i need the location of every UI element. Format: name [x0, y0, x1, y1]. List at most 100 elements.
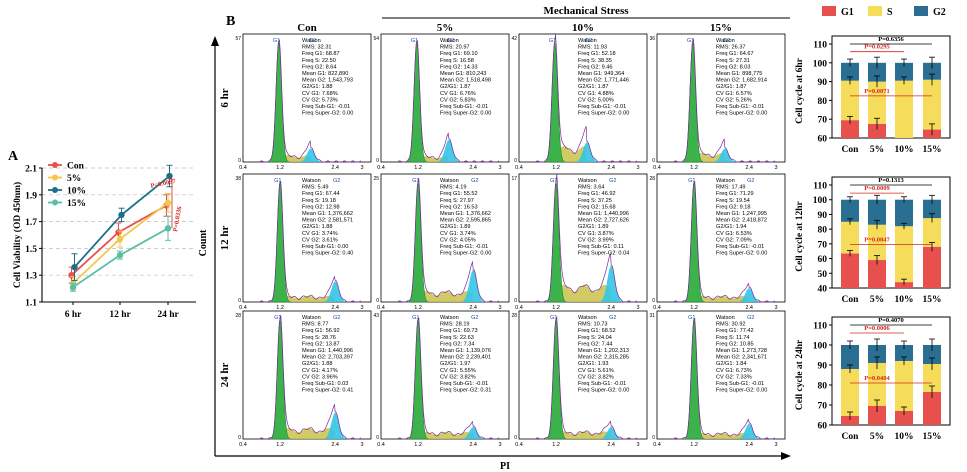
stats-line: Freq Super-G2: 0.00 [440, 111, 491, 117]
stats-line: Freq Sub-G1: 0.03 [302, 381, 348, 387]
histogram-g2-peak [324, 281, 346, 302]
stats-line: Freq S: 28.76 [302, 335, 336, 341]
cell-cycle-chart-cc6: 60 70 80 90 100 110 Cell cycle at 6hr Con 5% 10% 1… [795, 35, 951, 155]
stats-line: Freq Super-G2: 0.00 [578, 388, 629, 394]
x-tick-label: 0.4 [239, 305, 247, 311]
y-min-label: 0 [376, 158, 379, 164]
bar-segment-G2 [841, 62, 859, 81]
stats-line: Freq G2: 9.18 [716, 204, 751, 210]
stats-line: Freq Super-G2: 0.00 [716, 388, 767, 394]
annotation-p-value: P=0.0071 [864, 88, 890, 95]
stats-line: G2/G1: 1.88 [302, 361, 332, 367]
peak-label-g1: G1 [274, 315, 281, 321]
data-point [68, 272, 75, 279]
stats-line: Mean G1: 1,247,995 [716, 211, 767, 217]
stats-line: Mean G2: 2,341,671 [716, 355, 767, 361]
x-tick-label: 3 [361, 165, 364, 171]
stats-line: Watson [440, 315, 459, 321]
y-max-label: 38 [235, 176, 241, 182]
x-tick-label: 1.2 [276, 305, 284, 311]
y-axis-label-count: Count [198, 229, 209, 256]
legend-label: S [887, 7, 893, 18]
stats-line: Watson [302, 38, 321, 44]
x-tick-label: 5% [870, 295, 884, 305]
histogram-g2-peak [300, 148, 322, 162]
stats-line: CV G2: 5.73% [302, 97, 338, 103]
stats-line: Freq Super-G2: 0.04 [578, 251, 629, 257]
peak-label-g2: G2 [747, 315, 754, 321]
y-tick-label: 70 [818, 402, 828, 412]
x-tick-label: 1.2 [414, 442, 422, 448]
stats-line: Freq S: 11.74 [716, 335, 749, 341]
x-tick-label: 1.2 [414, 305, 422, 311]
y-tick-label: 90 [818, 211, 828, 221]
y-tick-label: 60 [818, 135, 828, 145]
legend-label: Con [67, 162, 85, 172]
peak-label-g1: G1 [411, 38, 418, 44]
bar-segment-G2 [895, 345, 913, 361]
stats-line: Freq G2: 7.44 [578, 341, 613, 347]
x-tick-label: 2.4 [607, 442, 615, 448]
stats-line: Freq G1: 77.42 [716, 328, 754, 334]
histogram-frame [380, 173, 510, 303]
bar-segment-G1 [841, 120, 859, 138]
histogram-fit-line [396, 40, 499, 163]
x-tick-label: 1.2 [690, 165, 698, 171]
stats-line: Freq G2: 7.34 [440, 341, 475, 347]
stats-line: G2/G1: 1.84 [716, 361, 746, 367]
data-point [115, 229, 122, 236]
histogram-g2-peak [714, 148, 736, 162]
stats-line: Freq Sub-G1: -0.01 [440, 104, 488, 110]
x-tick-label: 1.2 [552, 442, 560, 448]
stats-line: RMS: 10.73 [578, 322, 608, 328]
y-tick-label: 80 [818, 382, 828, 392]
stats-line: Freq Sub-G1: -0.01 [578, 104, 626, 110]
bar-segment-G2 [841, 199, 859, 222]
histogram-s-phase [556, 431, 612, 439]
stats-line: CV G2: 7.33% [716, 374, 752, 380]
histogram-g2-peak [438, 139, 460, 162]
stats-line: Freq G1: 67.44 [302, 191, 340, 197]
x-tick-label: 3 [499, 165, 502, 171]
bar-segment-G1 [868, 406, 886, 425]
histogram-fit-line [258, 180, 361, 303]
pi-arrowhead [781, 452, 791, 460]
stats-line: Freq S: 19.54 [716, 198, 750, 204]
peak-label-g2: G2 [747, 178, 754, 184]
histogram-fit-line [672, 180, 775, 303]
legend-marker [52, 162, 58, 168]
bar-segment-G2 [868, 62, 886, 82]
stats-line: Mean G2: 2,239,401 [440, 355, 491, 361]
annotation-p-value: P=0.0336 [172, 205, 183, 232]
stats-line: Mean G1: 1,376,662 [440, 211, 491, 217]
stats-line: Freq G2: 8.03 [716, 64, 751, 70]
stats-line: Freq G1: 69.10 [440, 51, 478, 57]
stats-line: Freq S: 22.63 [440, 335, 474, 341]
stats-line: CV G2: 5.83% [440, 97, 476, 103]
stats-line: Freq Super-G2: 0.31 [440, 388, 491, 394]
stats-line: RMS: 26.37 [716, 45, 746, 51]
x-tick-label: 0.4 [377, 165, 385, 171]
peak-label-g2: G2 [609, 315, 616, 321]
x-tick-label: 10% [895, 295, 914, 305]
stats-line: CV G1: 5.55% [440, 368, 476, 374]
histogram-fit-line [672, 317, 775, 440]
x-tick-label: Con [842, 145, 860, 155]
data-point [118, 211, 125, 219]
histogram-frame [242, 310, 372, 440]
x-tick-label: 1.2 [276, 165, 284, 171]
x-tick-label: 6 hr [65, 310, 82, 320]
stats-line: Mean G1: 810,243 [440, 71, 486, 77]
stats-line: G2/G1: 1.94 [716, 224, 746, 230]
histogram-s-phase [418, 431, 474, 439]
stats-line: Freq G1: 71.29 [716, 191, 754, 197]
x-tick-label: Con [842, 432, 860, 442]
x-tick-label: 3 [775, 442, 778, 448]
x-tick-label: 3 [499, 305, 502, 311]
x-tick-label: 10% [895, 145, 914, 155]
stats-line: Freq Super-G2: 0.00 [302, 111, 353, 117]
stats-line: G2/G1: 1.89 [578, 224, 608, 230]
column-label: 5% [437, 22, 454, 34]
